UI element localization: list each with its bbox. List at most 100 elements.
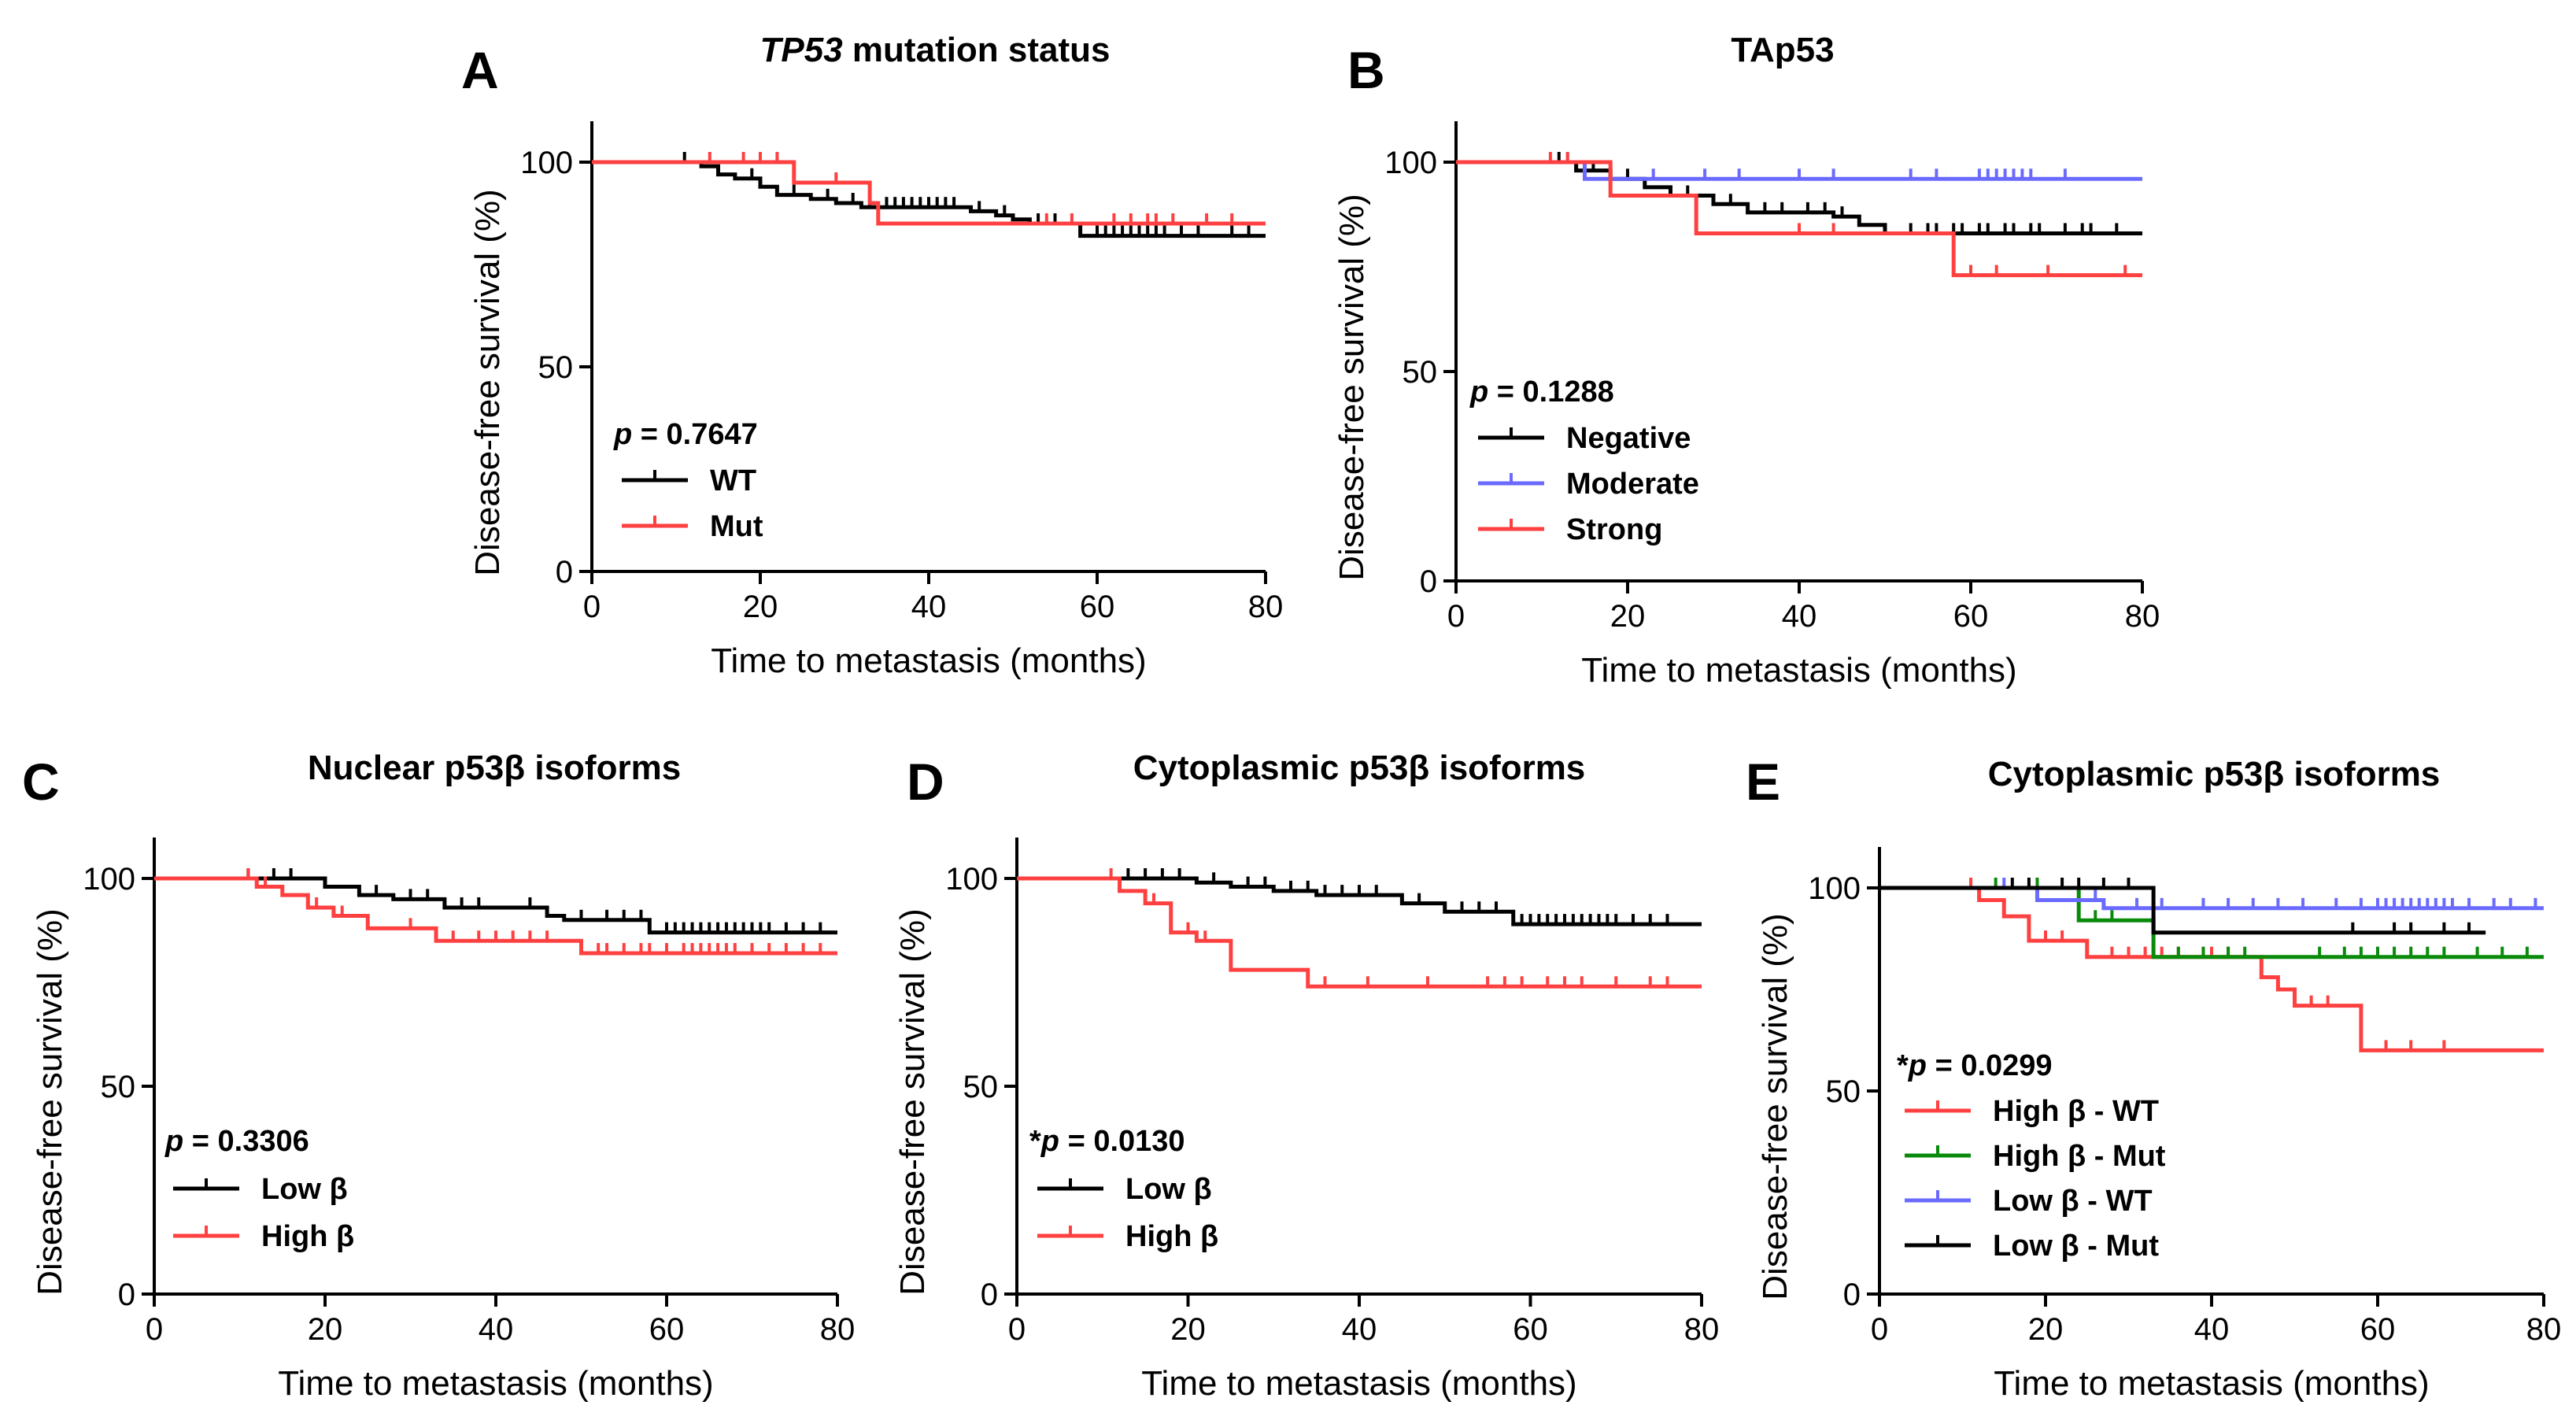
y-tick-label: 100: [945, 862, 998, 897]
legend: Low β High β: [173, 1173, 354, 1253]
series-wt: [592, 152, 1266, 239]
x-tick-label: 40: [2194, 1312, 2230, 1347]
legend: WT Mut: [622, 464, 763, 543]
legend-label: High β: [1125, 1220, 1218, 1253]
series-high: [1017, 868, 1702, 989]
x-tick-label: 20: [1610, 599, 1646, 634]
panel-letter: A: [461, 41, 499, 99]
chart-title: TP53 mutation status: [760, 31, 1111, 69]
y-tick-label: 0: [1420, 564, 1437, 599]
chart-title-italic: TP53: [760, 31, 843, 69]
y-axis-label: Disease-free survival (%): [893, 908, 932, 1295]
p-value-symbol: p: [1908, 1049, 1927, 1082]
x-tick-label: 80: [820, 1312, 856, 1347]
y-tick-label: 0: [1843, 1278, 1861, 1312]
survival-curve: [592, 160, 1266, 239]
x-axis-label: Time to metastasis (months): [1581, 651, 2016, 690]
chart-title: TAp53: [1731, 31, 1834, 69]
series-strong: [1456, 152, 2142, 278]
panel-letter: E: [1746, 753, 1780, 811]
legend-label: Low β - WT: [1993, 1185, 2153, 1218]
chart-title: Cytoplasmic p53β isoforms: [1133, 749, 1586, 787]
x-tick-label: 20: [743, 590, 778, 624]
y-tick-label: 0: [118, 1278, 135, 1312]
y-tick-label: 100: [520, 146, 573, 180]
x-tick-label: 80: [2526, 1312, 2562, 1347]
y-tick-label: 100: [83, 862, 135, 897]
legend-label: WT: [710, 464, 756, 497]
y-tick-label: 100: [1384, 146, 1437, 180]
x-tick-label: 40: [911, 590, 947, 624]
p-value-symbol: p: [613, 418, 632, 451]
chart-title: Cytoplasmic p53β isoforms: [1988, 755, 2441, 793]
y-tick-label: 50: [963, 1070, 999, 1104]
y-axis-label: Disease-free survival (%): [1332, 194, 1371, 580]
y-tick-label: 50: [1403, 355, 1438, 390]
x-tick-label: 40: [1782, 599, 1817, 634]
x-tick-label: 0: [1871, 1312, 1888, 1347]
panel-e: E Cytoplasmic p53β isoforms 0 50 100 0 20 40 60 8…: [1746, 753, 2561, 1403]
p-value-symbol: p: [1469, 375, 1488, 409]
legend-label: Negative: [1566, 422, 1691, 455]
p-value: p = 0.3306: [164, 1125, 309, 1158]
p-value: p = 0.1288: [1469, 375, 1614, 409]
legend: Negative Moderate Strong: [1478, 422, 1699, 546]
survival-curve: [1017, 876, 1702, 989]
y-tick-label: 0: [981, 1278, 998, 1312]
y-tick-label: 100: [1808, 871, 1861, 906]
panel-letter: D: [907, 753, 944, 811]
legend-label: High β: [261, 1220, 354, 1253]
x-tick-label: 80: [2125, 599, 2160, 634]
panel-c: C Nuclear p53β isoforms 0 50 100 0 20 40 60 80 Tim…: [22, 749, 855, 1403]
x-tick-label: 60: [1513, 1312, 1548, 1347]
x-tick-label: 60: [1080, 590, 1115, 624]
panel-letter: B: [1347, 41, 1385, 99]
panel-b: B TAp53 0 50 100 0 20 40 60 80 Time to metastasis …: [1332, 31, 2160, 690]
legend-label: Low β - Mut: [1993, 1230, 2159, 1263]
x-tick-label: 80: [1684, 1312, 1720, 1347]
x-tick-label: 0: [1008, 1312, 1026, 1347]
p-value-symbol: p: [164, 1125, 183, 1158]
legend: Low β High β: [1037, 1173, 1218, 1253]
panel-letter: C: [22, 753, 60, 811]
chart-title-text: mutation status: [843, 31, 1111, 69]
legend-label: Moderate: [1566, 468, 1699, 501]
survival-curve: [1879, 886, 2486, 935]
y-tick-label: 50: [538, 350, 574, 385]
p-value: p = 0.7647: [613, 418, 758, 451]
x-tick-label: 40: [479, 1312, 514, 1347]
p-value-number: = 0.0130: [1059, 1125, 1185, 1158]
x-tick-label: 60: [2360, 1312, 2396, 1347]
p-value: *p = 0.0299: [1897, 1049, 2053, 1082]
x-tick-label: 40: [1342, 1312, 1377, 1347]
x-tick-label: 60: [649, 1312, 685, 1347]
series-low: [1017, 868, 1702, 926]
chart-title-text: Cytoplasmic p53β isoforms: [1133, 749, 1586, 787]
x-tick-label: 0: [146, 1312, 163, 1347]
legend-label: High β - WT: [1993, 1095, 2159, 1128]
chart-title-text: TAp53: [1731, 31, 1834, 69]
x-axis-label: Time to metastasis (months): [278, 1364, 713, 1403]
series-negative: [1456, 152, 2142, 235]
x-axis-label: Time to metastasis (months): [1994, 1364, 2429, 1403]
series-high: [154, 868, 837, 956]
survival-curve: [592, 160, 1266, 226]
x-tick-label: 0: [583, 590, 601, 624]
legend: High β - WT High β - Mut Low β - WT Low β -…: [1905, 1095, 2166, 1263]
p-value: *p = 0.0130: [1029, 1125, 1185, 1158]
p-value-prefix: *: [1029, 1125, 1041, 1158]
y-axis-label: Disease-free survival (%): [468, 189, 507, 575]
panel-d: D Cytoplasmic p53β isoforms 0 50 100 0 20 40 60 8…: [893, 749, 1719, 1403]
panel-a: A TP53 mutation status 0 50 100 0 20 40 60 80 Time…: [461, 31, 1283, 680]
legend-label: Low β: [1125, 1173, 1212, 1206]
y-tick-label: 0: [556, 555, 573, 590]
legend-label: Strong: [1566, 513, 1662, 546]
series-low-mut: [1879, 878, 2486, 935]
x-tick-label: 60: [1953, 599, 1989, 634]
x-tick-label: 20: [2028, 1312, 2064, 1347]
x-tick-label: 80: [1248, 590, 1284, 624]
y-tick-label: 50: [1826, 1074, 1861, 1109]
survival-curve: [154, 876, 837, 956]
p-value-symbol: p: [1040, 1125, 1059, 1158]
